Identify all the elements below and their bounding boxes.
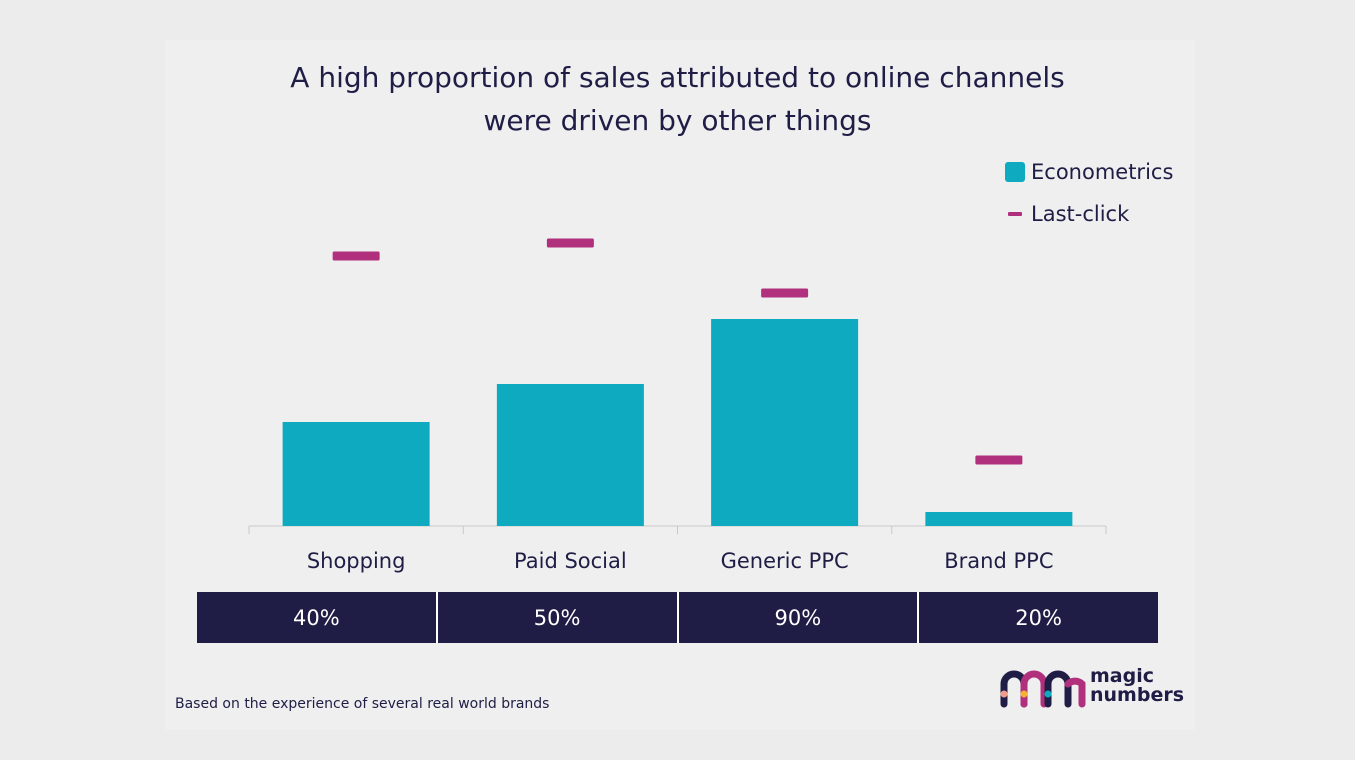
logo-wordmark: magic numbers [1090, 667, 1184, 705]
chart-svg: Shopping Paid Social Generic PPC Brand PPC [248, 238, 1107, 573]
last-click-marker-brand-ppc [975, 455, 1023, 465]
bar-generic-ppc [711, 319, 859, 526]
logo-mark-icon [1000, 670, 1086, 708]
bar-shopping [282, 422, 430, 526]
last-click-marker-generic-ppc [761, 288, 809, 298]
category-label-brand-ppc: Brand PPC [944, 549, 1053, 573]
logo-text-numbers: numbers [1090, 684, 1185, 706]
category-label-shopping: Shopping [307, 549, 406, 573]
last-click-marker-paid-social [546, 238, 594, 248]
econometrics-swatch [1005, 162, 1025, 182]
legend-label-econometrics: Econometrics [1031, 160, 1174, 184]
magic-numbers-logo: magic numbers [998, 664, 1184, 710]
table-cell-generic-ppc: 90% [679, 592, 920, 643]
last-click-markers [332, 238, 1023, 465]
last-click-swatch [1008, 212, 1022, 216]
title-line-1: A high proportion of sales attributed to… [290, 61, 1065, 94]
category-label-generic-ppc: Generic PPC [721, 549, 849, 573]
logo-text-magic: magic [1090, 665, 1154, 687]
table-cell-brand-ppc: 20% [1015, 605, 1062, 630]
category-labels: Shopping Paid Social Generic PPC Brand PPC [307, 549, 1054, 573]
legend-item-last-click: Last-click [1005, 200, 1173, 228]
bar-paid-social [496, 384, 644, 526]
title-line-2: were driven by other things [483, 104, 872, 137]
category-label-paid-social: Paid Social [514, 549, 627, 573]
bar-brand-ppc [925, 512, 1073, 526]
legend-label-last-click: Last-click [1031, 202, 1130, 226]
percentage-table: 40% 50% 90% 20% [197, 592, 1158, 643]
footnote: Based on the experience of several real … [175, 696, 550, 712]
legend-item-econometrics: Econometrics [1005, 158, 1173, 186]
chart-title: A high proportion of sales attributed to… [0, 56, 1355, 142]
table-cell-paid-social: 50% [438, 592, 679, 643]
x-axis [248, 525, 1107, 534]
legend: Econometrics Last-click [1005, 158, 1173, 242]
econometrics-bars [282, 319, 1073, 526]
last-click-marker-shopping [332, 251, 380, 261]
table-cell-shopping: 40% [197, 592, 438, 643]
